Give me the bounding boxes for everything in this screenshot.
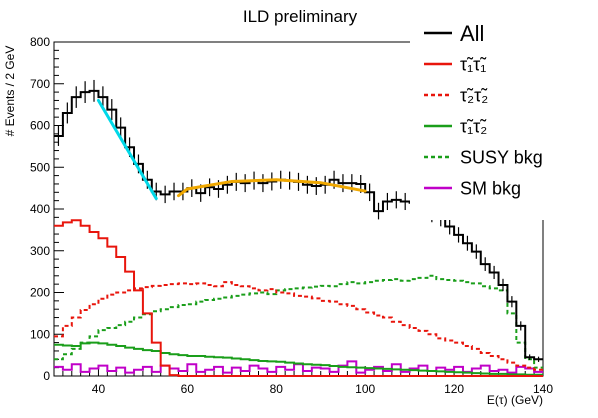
legend-label: SUSY bkg xyxy=(460,147,543,167)
x-tick-label: 60 xyxy=(181,382,195,396)
y-tick-label: 500 xyxy=(30,160,50,174)
legend-label: SM bkg xyxy=(460,178,521,198)
y-tick-label: 700 xyxy=(30,77,50,91)
y-tick-label: 300 xyxy=(30,244,50,258)
y-tick-label: 200 xyxy=(30,286,50,300)
x-tick-label: 120 xyxy=(444,382,464,396)
series-7-fit-line xyxy=(176,178,367,198)
legend-label: τ̃₁τ̃₂ xyxy=(460,116,487,136)
x-tick-label: 140 xyxy=(533,382,553,396)
legend-label: All xyxy=(460,21,484,46)
legend-label: τ̃₁τ̃₁ xyxy=(460,54,487,74)
series-4-line xyxy=(54,274,543,369)
x-tick-label: 40 xyxy=(92,382,106,396)
x-axis-label: E(τ) (GeV) xyxy=(487,393,543,407)
series-1-line xyxy=(54,219,543,377)
legend-label: τ̃₂τ̃₂ xyxy=(460,85,488,105)
chart-title: ILD preliminary xyxy=(243,7,358,26)
y-tick-label: 100 xyxy=(30,327,50,341)
y-axis-label: # Events / 2 GeV xyxy=(3,46,17,137)
series-2-line xyxy=(54,281,543,371)
series-3-line xyxy=(54,341,543,376)
series-6-fit-line xyxy=(96,98,158,201)
y-tick-label: 0 xyxy=(43,369,50,383)
y-tick-label: 800 xyxy=(30,35,50,49)
legend: All τ̃₁τ̃₁ τ̃₂τ̃₂ τ̃₁τ̃₂ SUSY bkg SM bkg xyxy=(410,20,565,220)
y-tick-label: 600 xyxy=(30,119,50,133)
x-tick-label: 100 xyxy=(355,382,375,396)
x-tick-label: 80 xyxy=(270,382,284,396)
y-tick-label: 400 xyxy=(30,202,50,216)
legend-background xyxy=(410,20,565,220)
